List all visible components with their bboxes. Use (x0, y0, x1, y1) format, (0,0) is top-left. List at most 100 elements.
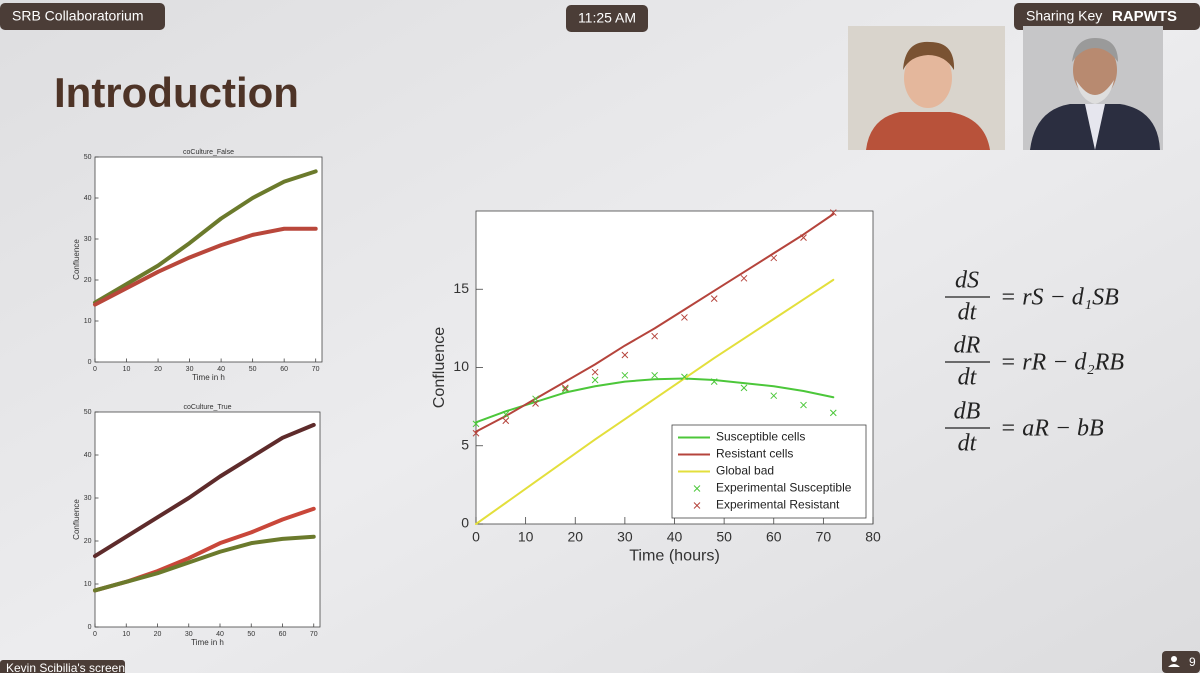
video-tile[interactable] (1023, 26, 1163, 150)
video-tile[interactable] (848, 26, 1005, 150)
y-tick-label: 10 (84, 318, 92, 325)
data-point (710, 295, 718, 302)
equation-rhs: = aR − bB (1000, 416, 1104, 442)
marker-stroke (532, 400, 539, 407)
person-beard (1076, 80, 1114, 104)
chart-title: coCulture_True (184, 404, 232, 411)
x-tick-label: 40 (667, 529, 683, 545)
x-tick-label: 10 (122, 631, 130, 638)
data-point (502, 411, 510, 418)
x-tick-label: 40 (216, 631, 224, 638)
app-name: SRB Collaboratorium (12, 8, 144, 24)
marker-stroke (710, 295, 718, 302)
x-tick-label: 0 (93, 366, 97, 373)
data-point (770, 254, 778, 262)
data-point (532, 400, 539, 407)
y-axis-label: Confluence (430, 327, 448, 408)
time-pill (566, 5, 648, 32)
data-point (800, 234, 807, 241)
participants-button[interactable] (1162, 651, 1200, 673)
equation-numerator: dR (954, 333, 981, 359)
x-tick-label: 20 (154, 366, 162, 373)
x-tick-label: 70 (816, 529, 832, 545)
equation-denominator: dt (958, 300, 978, 326)
participants-icon (1171, 656, 1177, 662)
marker-stroke (621, 371, 629, 379)
legend-label: Experimental Resistant (716, 498, 840, 512)
x-tick-label: 60 (280, 366, 288, 373)
y-axis-label: Confluence (72, 239, 81, 280)
data-point (502, 417, 510, 425)
x-tick-label: 80 (865, 529, 881, 545)
data-point (740, 384, 748, 392)
participants-icon (1168, 664, 1180, 667)
y-tick-label: 30 (84, 236, 92, 243)
equation-numerator: dB (954, 399, 981, 425)
marker-stroke (770, 392, 778, 400)
person-hair (903, 41, 955, 70)
y-tick-label: 15 (453, 280, 469, 296)
y-tick-label: 30 (84, 495, 92, 502)
person-head (904, 48, 952, 108)
sharing-key-pill[interactable] (1014, 3, 1200, 30)
legend-marker (693, 502, 701, 509)
marker-stroke (591, 368, 599, 376)
equations: dS dt = rS − d₁SB dR dt = rR − d₂RB dB dt = aR −… (945, 268, 1124, 457)
equation-denominator: dt (958, 431, 978, 457)
sharing-key-label: Sharing Key (1026, 8, 1102, 24)
x-tick-label: 40 (217, 366, 225, 373)
data-point (472, 420, 480, 428)
y-tick-label: 10 (84, 581, 92, 588)
data-point (710, 378, 718, 385)
series-line (475, 377, 835, 424)
y-tick-label: 40 (84, 195, 92, 202)
marker-stroke (770, 254, 778, 262)
screen-owner-pill (0, 660, 125, 673)
y-tick-label: 0 (88, 359, 92, 366)
y-tick-label: 10 (453, 358, 469, 374)
chart: 0 10 20 30 40 50 60 70 80 0 5 10 15 Time (hours) Confl… (430, 209, 881, 564)
chart: 0 10 20 30 40 50 60 70 0 10 20 30 40 50 Time in h Confl… (72, 404, 321, 647)
x-tick-label: 30 (186, 366, 194, 373)
slide-title: Introduction (54, 69, 299, 116)
data-point (561, 384, 569, 392)
y-axis-label: Confluence (72, 499, 81, 540)
legend-label: Resistant cells (716, 447, 793, 461)
series-line (93, 169, 318, 305)
data-point (472, 429, 480, 437)
y-tick-label: 20 (84, 538, 92, 545)
marker-stroke (681, 314, 688, 321)
series-line (93, 226, 318, 307)
equation-numerator: dS (955, 268, 979, 294)
marker-stroke (591, 376, 599, 384)
data-point (740, 274, 748, 282)
legend-label: Global bad (716, 464, 774, 478)
marker-stroke (710, 378, 718, 385)
marker-stroke (651, 332, 659, 340)
y-tick-label: 40 (84, 452, 92, 459)
x-axis-label: Time (hours) (629, 546, 720, 564)
series-line (93, 422, 316, 559)
data-point (651, 371, 659, 379)
legend: Susceptible cells Resistant cells Global b… (671, 424, 867, 519)
marker-stroke (561, 384, 569, 392)
x-tick-label: 0 (472, 529, 480, 545)
y-tick-label: 50 (84, 409, 92, 416)
data-point (621, 371, 629, 379)
x-axis-label: Time in h (191, 638, 224, 647)
marker-stroke (829, 409, 837, 417)
x-tick-label: 20 (154, 631, 162, 638)
x-tick-label: 10 (518, 529, 534, 545)
legend-label: Susceptible cells (716, 430, 805, 444)
sharing-key: RAPWTS (1112, 8, 1177, 25)
marker-stroke (561, 386, 569, 393)
person-shirt (1085, 104, 1105, 150)
person-hair (1072, 38, 1118, 62)
y-tick-label: 0 (88, 624, 92, 631)
x-tick-label: 10 (123, 366, 131, 373)
marker-stroke (740, 274, 748, 282)
data-point (829, 209, 837, 216)
marker-stroke (800, 401, 807, 409)
